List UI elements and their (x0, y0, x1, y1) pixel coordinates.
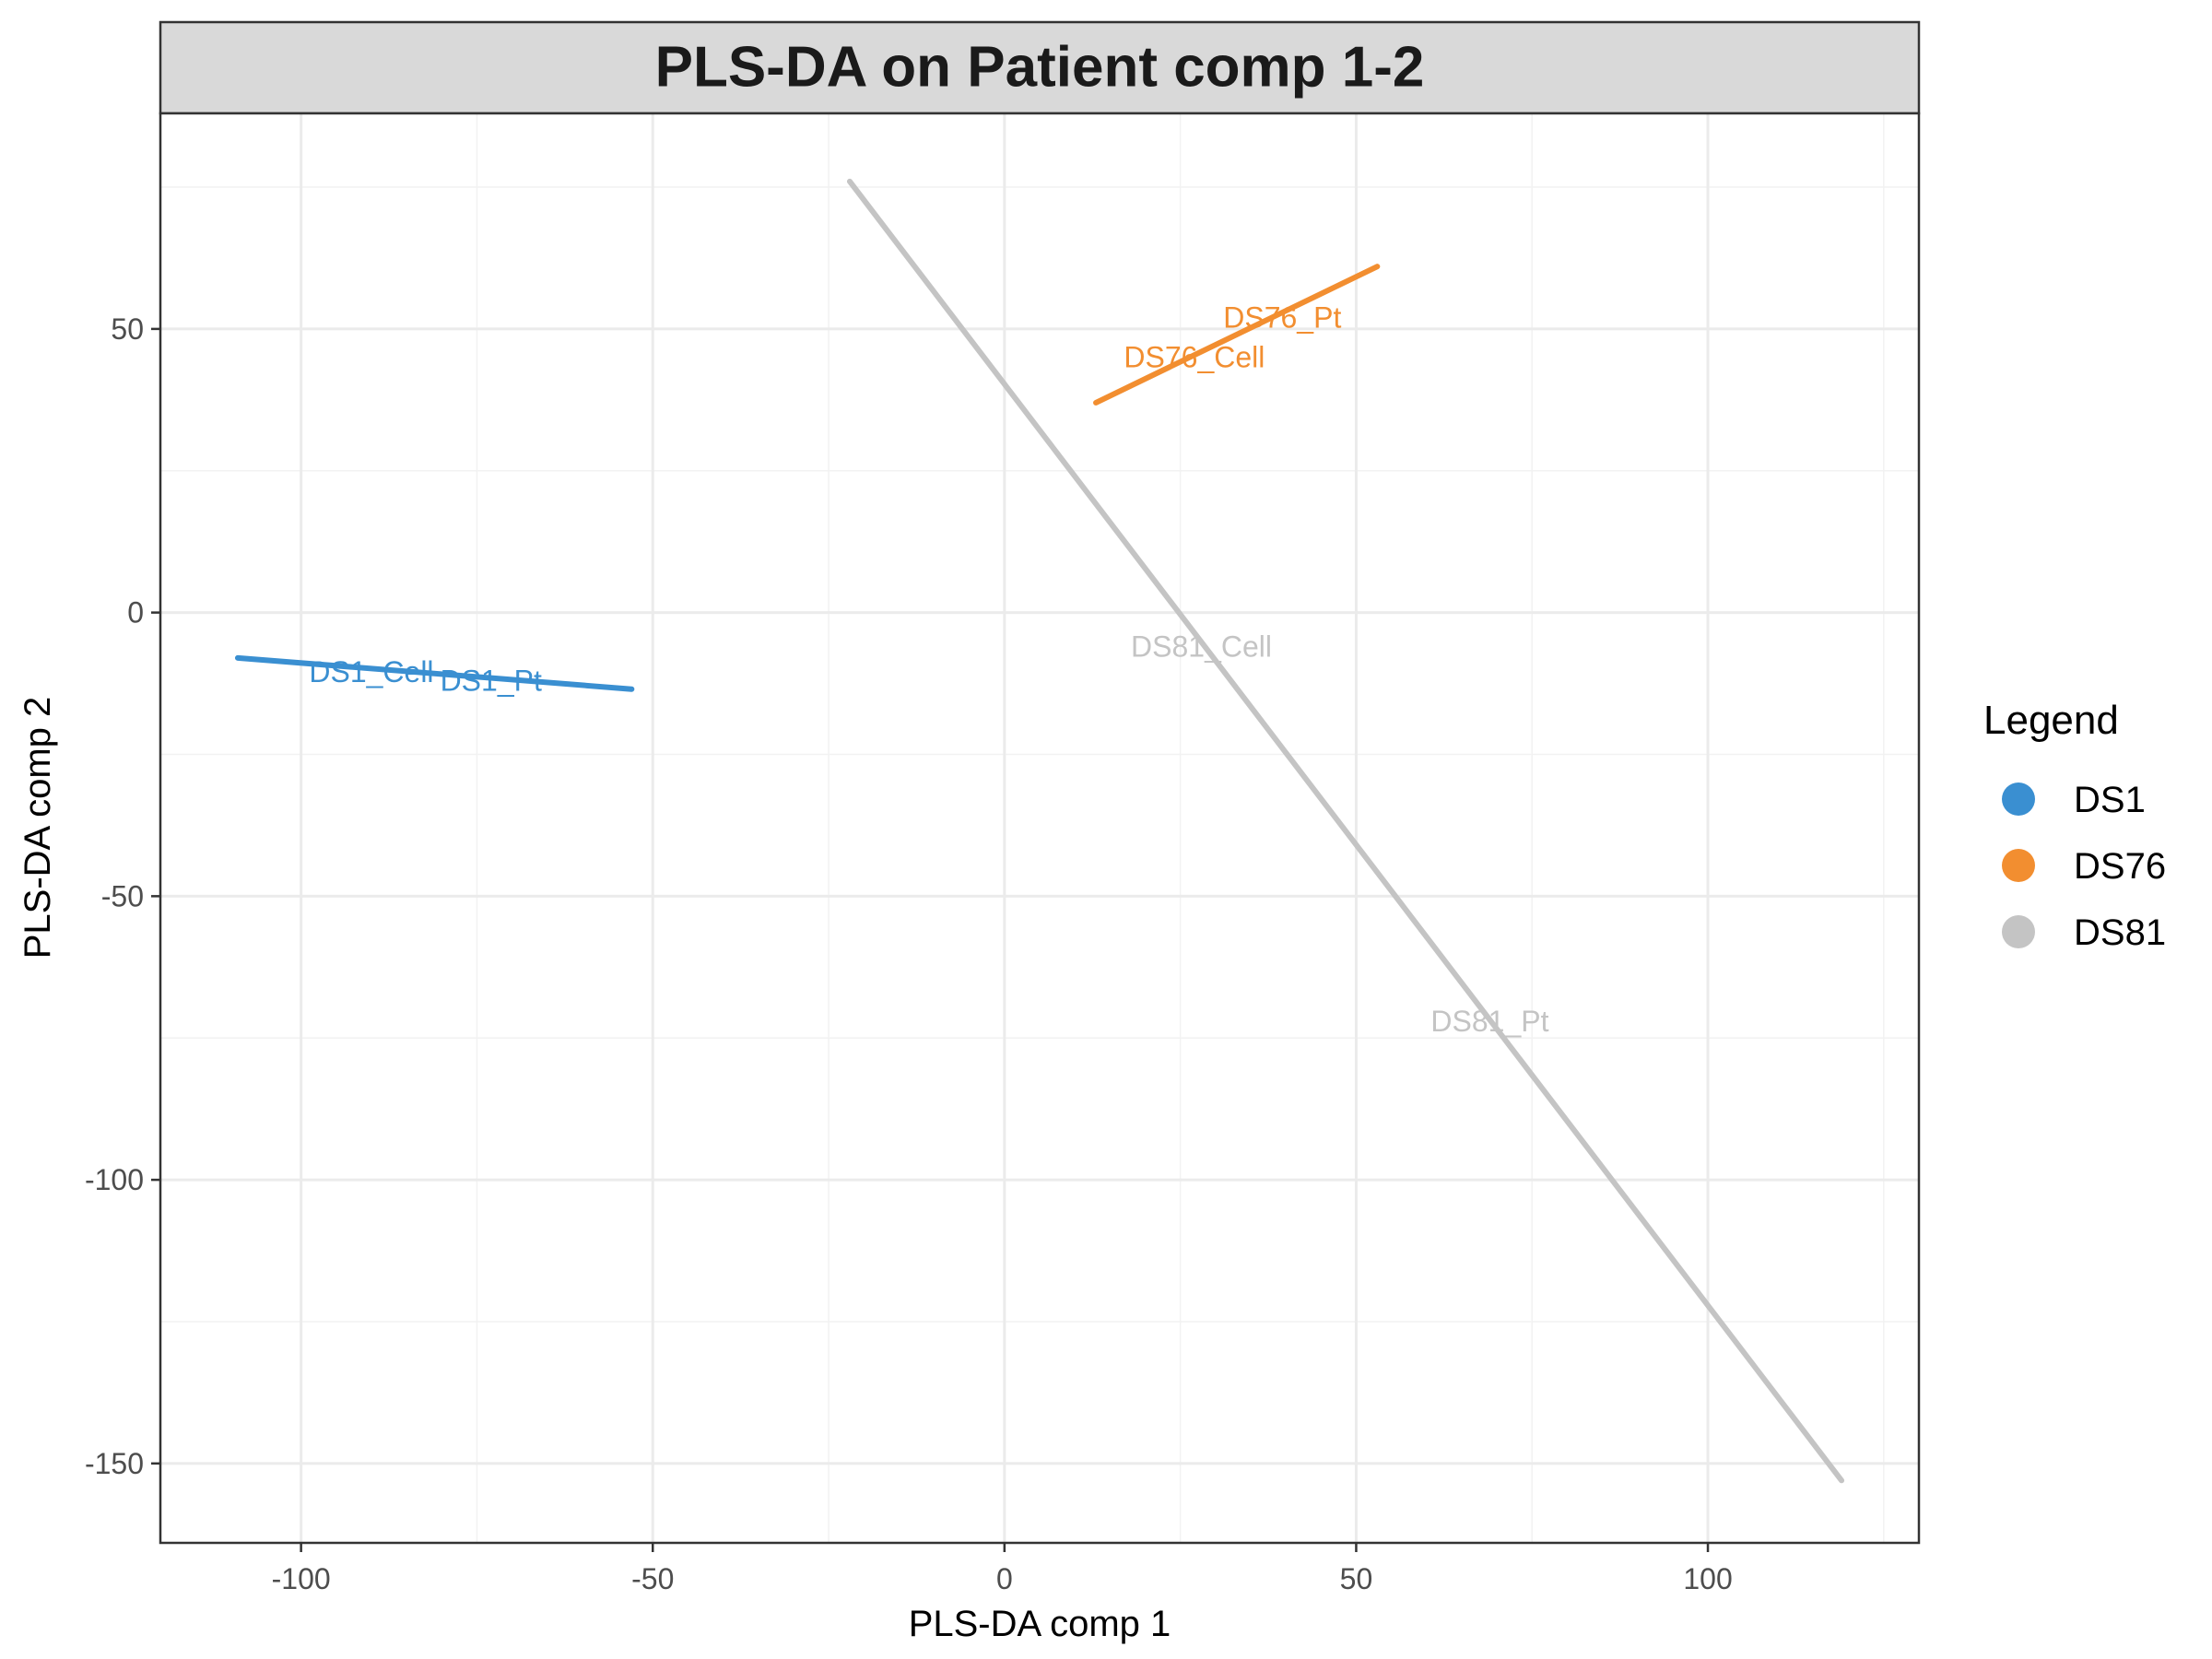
plot-panel (160, 113, 1919, 1543)
legend-key-ds81 (2002, 915, 2035, 948)
point-label: DS1_Pt (441, 664, 542, 697)
x-tick-label: 100 (1683, 1562, 1732, 1595)
point-labels: DS1_Cell DS1_Pt DS76_Cell DS76_Pt DS81_Cell D… (309, 301, 1548, 1038)
x-axis-title: PLS-DA comp 1 (909, 1604, 1171, 1644)
y-tick-label: -150 (85, 1447, 144, 1480)
y-tick-label: -100 (85, 1163, 144, 1196)
series-line-ds81 (846, 178, 1845, 1484)
chart-title: PLS-DA on Patient comp 1-2 (655, 35, 1425, 99)
x-axis: -100 -50 0 50 100 (272, 1543, 1733, 1595)
series-lines (234, 178, 1845, 1484)
y-tick-label: 50 (111, 312, 144, 346)
point-label: DS81_Pt (1430, 1005, 1548, 1038)
point-label: DS76_Cell (1124, 341, 1265, 374)
series-line-ds1 (234, 654, 635, 692)
point-label: DS81_Cell (1131, 630, 1272, 664)
x-tick-label: 0 (996, 1562, 1013, 1595)
legend-items: DS1 DS76 DS81 (2002, 780, 2166, 953)
legend-key-ds1 (2002, 782, 2035, 816)
y-tick-label: -50 (101, 879, 144, 912)
y-tick-label: 0 (127, 596, 144, 629)
grid-major (160, 113, 1919, 1543)
legend-label-ds1: DS1 (2074, 780, 2146, 820)
legend-title: Legend (1983, 698, 2119, 743)
legend-label-ds76: DS76 (2074, 846, 2166, 887)
y-axis-title: PLS-DA comp 2 (18, 697, 58, 959)
x-tick-label: -50 (631, 1562, 674, 1595)
x-tick-label: -100 (272, 1562, 331, 1595)
legend-key-ds76 (2002, 849, 2035, 882)
title-strip (159, 20, 1921, 115)
point-label: DS1_Cell (309, 655, 433, 688)
legend: Legend DS1 DS76 DS81 (1983, 698, 2166, 953)
legend-label-ds81: DS81 (2074, 912, 2166, 953)
y-axis: 50 0 -50 -100 -150 (85, 312, 160, 1480)
plot-border (159, 112, 1921, 1545)
x-tick-label: 50 (1340, 1562, 1373, 1595)
grid-minor (160, 113, 1919, 1543)
point-label: DS76_Pt (1223, 301, 1341, 335)
series-line-ds76 (1093, 264, 1381, 406)
